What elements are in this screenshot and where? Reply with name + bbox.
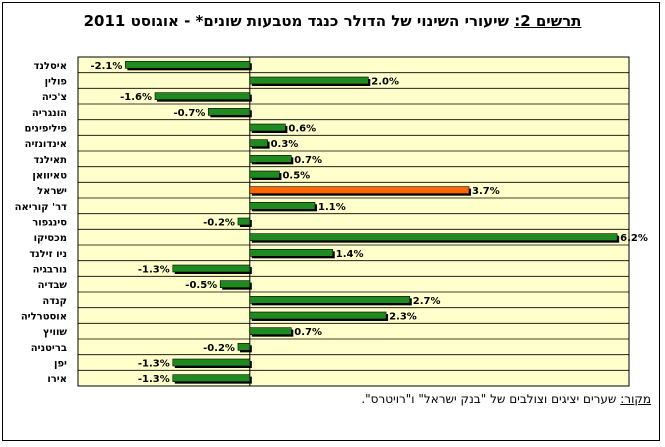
- bar: [249, 139, 268, 147]
- category-label: ניו זילנד: [29, 249, 67, 260]
- bar: [249, 233, 618, 241]
- data-label: -0.5%: [185, 280, 217, 291]
- bar: [219, 280, 251, 288]
- data-label: -1.3%: [138, 265, 170, 276]
- chart-title-label: תרשים 2:: [514, 12, 582, 30]
- data-label: -0.7%: [173, 108, 205, 119]
- bar: [249, 76, 369, 85]
- bar: [237, 217, 251, 226]
- category-label: הונגריה: [32, 108, 67, 119]
- bar: [208, 108, 251, 116]
- category-label: טאיוואן: [32, 171, 67, 182]
- category-label: צ'כיה: [42, 92, 67, 103]
- category-label: אינדונזיה: [25, 139, 67, 150]
- bar: [249, 249, 334, 257]
- source-label: מקור:: [620, 392, 651, 406]
- bar: [237, 343, 251, 351]
- category-label: ישראל: [37, 186, 67, 197]
- bar: [172, 358, 251, 367]
- data-label: -1.3%: [138, 374, 170, 385]
- data-label: 3.7%: [472, 186, 500, 197]
- bar: [154, 92, 251, 100]
- bar: [172, 374, 251, 382]
- category-label: שוויץ: [43, 327, 67, 338]
- data-label: 0.7%: [294, 327, 322, 338]
- data-label: 1.1%: [318, 202, 346, 213]
- bar: [249, 155, 292, 163]
- bar: [172, 264, 251, 273]
- plot-area: [77, 56, 630, 387]
- chart-title: תרשים 2: שיעורי השינוי של הדולר כנגד מטב…: [0, 12, 665, 30]
- category-label: אוסטרליה: [21, 312, 67, 323]
- data-label: 0.5%: [282, 171, 310, 182]
- bar: [249, 186, 470, 194]
- data-label: 0.7%: [294, 155, 322, 166]
- category-label: קנדה: [42, 296, 67, 307]
- category-label: פולין: [45, 77, 68, 88]
- data-label: -1.6%: [120, 92, 152, 103]
- bar: [249, 123, 286, 132]
- category-label: אירו: [47, 374, 67, 385]
- category-label: בריטניה: [31, 343, 67, 354]
- data-label: 2.0%: [371, 77, 399, 88]
- data-label: -0.2%: [203, 343, 235, 354]
- bar: [249, 202, 316, 210]
- bar: [249, 170, 280, 179]
- source-text: שערים יציגים וצולבים של "בנק ישראל" ו"רו…: [361, 392, 617, 406]
- data-label: -2.1%: [91, 61, 123, 72]
- data-label: 2.7%: [413, 296, 441, 307]
- data-label: -0.2%: [203, 218, 235, 229]
- category-label: סינגפור: [32, 218, 67, 229]
- data-label: 2.3%: [389, 312, 417, 323]
- bar: [125, 61, 251, 69]
- bar: [249, 327, 292, 335]
- bar: [249, 311, 387, 320]
- data-label: 6.2%: [620, 233, 648, 244]
- data-label: 0.6%: [288, 124, 316, 135]
- category-label: פיליפינים: [25, 124, 68, 135]
- chart-title-text: שיעורי השינוי של הדולר כנגד מטבעות שונים…: [83, 12, 509, 30]
- category-label: נורבגיה: [33, 265, 67, 276]
- category-label: יפן: [54, 359, 67, 370]
- data-label: 0.3%: [271, 139, 299, 150]
- category-label: איסלנד: [34, 61, 67, 72]
- source-note: מקור: שערים יציגים וצולבים של "בנק ישראל…: [361, 392, 651, 406]
- data-label: -1.3%: [138, 359, 170, 370]
- bar: [249, 296, 411, 304]
- category-label: דר' קוריאה: [15, 202, 67, 213]
- category-label: שבדיה: [38, 280, 68, 291]
- category-label: תאילנד: [33, 155, 67, 166]
- category-label: מכסיקו: [34, 233, 67, 244]
- data-label: 1.4%: [336, 249, 364, 260]
